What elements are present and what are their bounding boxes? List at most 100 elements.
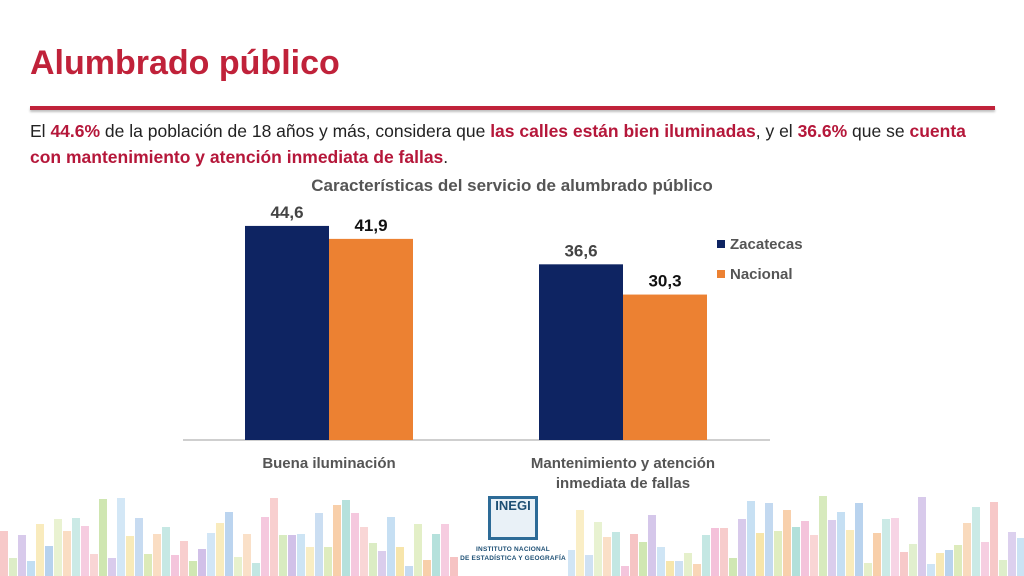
decorative-bar bbox=[378, 551, 386, 576]
page-title: Alumbrado público bbox=[30, 44, 340, 82]
bar-zacatecas-1 bbox=[539, 264, 623, 440]
legend-swatch bbox=[717, 240, 725, 248]
logo-line-2: DE ESTADÍSTICA Y GEOGRAFÍA bbox=[460, 555, 566, 562]
decorative-bar bbox=[999, 560, 1007, 576]
decorative-bar bbox=[1017, 538, 1024, 576]
decorative-bar bbox=[171, 555, 179, 576]
decorative-bar bbox=[819, 496, 827, 576]
decorative-bar bbox=[909, 544, 917, 576]
bar-zacatecas-0 bbox=[245, 225, 329, 440]
decorative-bar bbox=[801, 521, 809, 576]
decorative-bar bbox=[684, 553, 692, 576]
decorative-bar bbox=[9, 558, 17, 576]
decorative-bar bbox=[108, 558, 116, 576]
decorative-bar bbox=[702, 535, 710, 576]
decorative-bar bbox=[234, 557, 242, 576]
decorative-bar bbox=[63, 531, 71, 576]
decorative-bar bbox=[810, 535, 818, 576]
decorative-bar bbox=[981, 542, 989, 576]
logo-word: INEGI bbox=[495, 498, 531, 513]
decorative-bar bbox=[144, 554, 152, 576]
title-divider bbox=[30, 106, 995, 110]
data-label: 44,6 bbox=[270, 203, 303, 222]
decorative-bar bbox=[432, 534, 440, 576]
summary-segment: El bbox=[30, 121, 51, 141]
decorative-bar bbox=[36, 524, 44, 576]
logo-mark bbox=[488, 496, 538, 540]
legend-label: Nacional bbox=[730, 266, 793, 283]
decorative-bar bbox=[396, 547, 404, 576]
decorative-bar bbox=[729, 558, 737, 576]
decorative-bar bbox=[648, 515, 656, 576]
decorative-bar bbox=[45, 546, 53, 576]
decorative-bar bbox=[54, 519, 62, 576]
decorative-bar bbox=[180, 541, 188, 576]
decorative-bar bbox=[738, 519, 746, 576]
summary-highlight: las calles están bien iluminadas bbox=[490, 121, 756, 141]
decorative-bar-strip bbox=[0, 496, 1024, 576]
decorative-bar bbox=[873, 533, 881, 576]
decorative-bar bbox=[1008, 532, 1016, 576]
decorative-bar bbox=[720, 528, 728, 576]
decorative-bar bbox=[846, 530, 854, 576]
decorative-bar bbox=[675, 561, 683, 576]
decorative-bar bbox=[576, 510, 584, 576]
decorative-bar bbox=[936, 553, 944, 576]
decorative-bar bbox=[765, 503, 773, 576]
decorative-bar bbox=[342, 500, 350, 576]
decorative-bar bbox=[864, 563, 872, 576]
category-label: Mantenimiento y atención bbox=[531, 455, 715, 472]
decorative-bar bbox=[711, 528, 719, 576]
data-label: 41,9 bbox=[354, 216, 387, 235]
category-label: Buena iluminación bbox=[262, 455, 395, 472]
decorative-bar bbox=[828, 520, 836, 576]
decorative-bar bbox=[927, 564, 935, 576]
decorative-bar bbox=[117, 498, 125, 576]
decorative-bar bbox=[387, 517, 395, 576]
decorative-bar bbox=[270, 498, 278, 576]
decorative-bar bbox=[126, 536, 134, 576]
decorative-bar bbox=[441, 524, 449, 576]
decorative-bar bbox=[891, 518, 899, 576]
decorative-bar bbox=[594, 522, 602, 576]
decorative-bar bbox=[90, 554, 98, 576]
decorative-bar bbox=[153, 534, 161, 576]
decorative-bar bbox=[99, 499, 107, 576]
decorative-bar bbox=[306, 547, 314, 576]
decorative-bar bbox=[612, 532, 620, 576]
summary-highlight: cuenta con mantenimiento y atención inme… bbox=[30, 121, 966, 167]
decorative-bar bbox=[621, 566, 629, 576]
summary-segment: , y el bbox=[755, 121, 798, 141]
legend-label: Zacatecas bbox=[730, 236, 803, 253]
summary-highlight: 36.6% bbox=[797, 121, 848, 141]
bar-nacional-1 bbox=[623, 294, 707, 440]
decorative-bar bbox=[666, 561, 674, 576]
decorative-bar bbox=[297, 534, 305, 576]
inegi-logo: INEGI INSTITUTO NACIONAL DE ESTADÍSTICA … bbox=[458, 492, 568, 576]
decorative-bar bbox=[324, 547, 332, 576]
decorative-bar bbox=[603, 537, 611, 576]
decorative-bar bbox=[252, 563, 260, 576]
decorative-bar bbox=[783, 510, 791, 576]
decorative-bar bbox=[333, 505, 341, 576]
decorative-bar bbox=[963, 523, 971, 576]
decorative-bar bbox=[837, 512, 845, 576]
decorative-bar bbox=[756, 533, 764, 576]
legend-swatch bbox=[717, 270, 725, 278]
decorative-bar bbox=[216, 523, 224, 576]
decorative-bar bbox=[288, 535, 296, 576]
summary-segment: que se bbox=[847, 121, 910, 141]
summary-segment: . bbox=[443, 147, 449, 167]
decorative-bar bbox=[414, 524, 422, 576]
decorative-bar bbox=[162, 527, 170, 576]
logo-line-1: INSTITUTO NACIONAL bbox=[476, 546, 550, 553]
decorative-bar bbox=[279, 535, 287, 576]
decorative-bar bbox=[243, 534, 251, 576]
decorative-bar bbox=[450, 557, 458, 576]
decorative-bar bbox=[945, 550, 953, 576]
decorative-bar bbox=[18, 535, 26, 576]
decorative-bar bbox=[405, 566, 413, 576]
decorative-bar bbox=[972, 507, 980, 576]
decorative-bar bbox=[81, 526, 89, 576]
